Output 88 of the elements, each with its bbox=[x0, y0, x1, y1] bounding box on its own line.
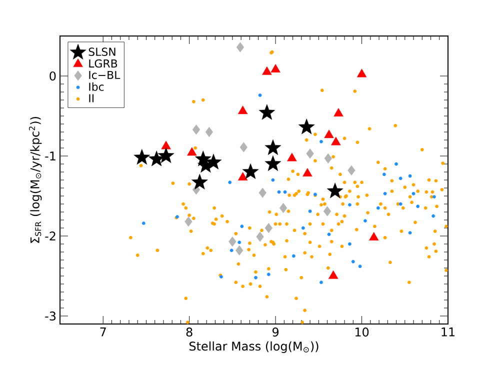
point bbox=[192, 174, 208, 190]
point bbox=[242, 163, 259, 179]
point bbox=[142, 222, 146, 225]
point bbox=[356, 68, 367, 78]
point bbox=[262, 66, 272, 75]
point bbox=[228, 236, 236, 247]
point bbox=[334, 108, 344, 116]
point bbox=[292, 254, 296, 258]
x-axis-title: Stellar Mass (log(M$_{⊙}$)) bbox=[189, 341, 318, 353]
point bbox=[192, 124, 200, 135]
point bbox=[394, 162, 398, 166]
point bbox=[331, 136, 341, 146]
point bbox=[228, 180, 232, 184]
point bbox=[230, 248, 234, 252]
point bbox=[240, 142, 248, 152]
point bbox=[238, 106, 248, 114]
point bbox=[258, 188, 266, 198]
point bbox=[264, 155, 282, 171]
y-tick-label: -1 bbox=[45, 152, 56, 160]
point bbox=[326, 182, 344, 198]
point bbox=[238, 172, 248, 180]
y-tick-label: -2 bbox=[45, 232, 56, 240]
point bbox=[258, 104, 276, 120]
point bbox=[184, 216, 192, 227]
y-tick-label: 0 bbox=[50, 71, 56, 81]
point bbox=[348, 242, 352, 246]
point bbox=[376, 206, 380, 210]
point bbox=[364, 219, 367, 222]
point bbox=[302, 168, 312, 176]
point bbox=[383, 192, 387, 196]
legend-label: Ic−BL bbox=[89, 70, 120, 80]
legend-label: LGRB bbox=[89, 59, 118, 68]
point bbox=[308, 210, 312, 213]
point bbox=[258, 94, 262, 97]
point bbox=[277, 190, 281, 194]
point bbox=[412, 192, 416, 196]
point bbox=[306, 148, 314, 159]
point bbox=[301, 226, 305, 230]
point bbox=[238, 240, 242, 244]
y-axis-title: Σ$_{SFR}$ (log(M$_{⊙}$/yr/kpc$^{2}$)) bbox=[28, 116, 42, 243]
legend-label: II bbox=[89, 94, 94, 102]
x-tick-label: 7 bbox=[100, 328, 106, 336]
y-tick-label: -3 bbox=[45, 311, 56, 321]
point bbox=[266, 272, 270, 276]
point bbox=[148, 150, 165, 166]
point bbox=[351, 260, 355, 264]
point bbox=[432, 214, 436, 218]
point bbox=[236, 245, 244, 256]
point bbox=[327, 232, 331, 236]
point bbox=[161, 140, 171, 150]
point bbox=[432, 195, 436, 198]
point bbox=[416, 204, 420, 208]
point bbox=[256, 232, 264, 242]
point bbox=[324, 153, 332, 164]
point bbox=[398, 202, 402, 206]
point bbox=[236, 42, 244, 52]
point bbox=[348, 165, 356, 176]
legend-label: Ibc bbox=[89, 82, 104, 91]
point bbox=[323, 206, 332, 216]
point bbox=[187, 147, 197, 156]
point bbox=[205, 126, 214, 138]
point bbox=[324, 130, 334, 138]
point bbox=[254, 276, 258, 280]
point bbox=[408, 174, 412, 178]
point bbox=[298, 118, 315, 134]
x-tick-label: 8 bbox=[186, 328, 192, 337]
point bbox=[398, 176, 402, 180]
point bbox=[264, 139, 282, 155]
point bbox=[134, 149, 150, 165]
point bbox=[270, 64, 280, 72]
point bbox=[358, 264, 362, 268]
point bbox=[348, 203, 352, 206]
point bbox=[240, 224, 244, 228]
point bbox=[382, 172, 386, 176]
point bbox=[320, 280, 323, 284]
point bbox=[283, 190, 287, 194]
x-tick-label: 11 bbox=[442, 328, 455, 336]
point bbox=[264, 222, 273, 234]
x-tick-label: 10 bbox=[355, 328, 369, 337]
point bbox=[408, 231, 412, 234]
point bbox=[368, 232, 379, 240]
point bbox=[320, 140, 323, 144]
x-tick-label: 9 bbox=[272, 328, 279, 337]
point bbox=[279, 202, 288, 214]
legend-label: SLSN bbox=[88, 48, 116, 56]
point bbox=[287, 152, 297, 162]
point bbox=[271, 178, 275, 182]
point bbox=[158, 147, 174, 163]
